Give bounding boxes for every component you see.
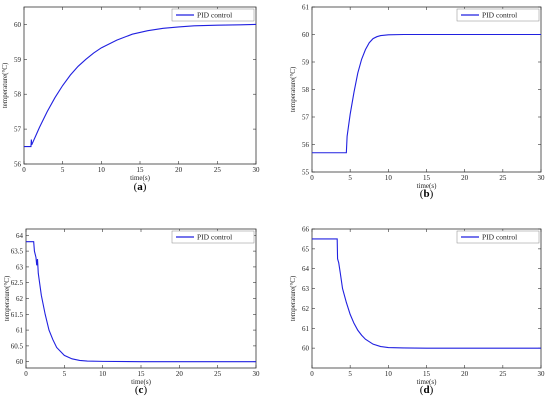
x-tick-label: 5 [63, 370, 67, 378]
y-tick-label: 55 [302, 169, 310, 177]
x-axis-label: time(s) [131, 378, 151, 386]
y-axis-label: temperature(°C) [3, 275, 11, 321]
y-tick-label: 56 [302, 141, 310, 149]
legend-box [171, 8, 255, 22]
y-tick-label: 66 [302, 226, 310, 234]
x-tick-label: 25 [499, 370, 507, 378]
y-tick-label: 56 [14, 161, 22, 169]
subfigure-caption: (a) [134, 181, 147, 193]
x-tick-label: 30 [253, 166, 261, 174]
legend-box [171, 230, 255, 244]
y-tick-label: 62 [16, 295, 24, 303]
y-axis-label: temperature(°C) [289, 275, 297, 321]
x-tick-label: 10 [385, 174, 393, 182]
y-tick-label: 59 [14, 56, 22, 64]
y-tick-label: 58 [14, 91, 22, 99]
subfigure-caption: (d) [420, 384, 434, 396]
y-tick-label: 64 [302, 265, 310, 273]
x-tick-label: 5 [61, 166, 65, 174]
x-axis-label: time(s) [417, 378, 437, 386]
y-axis-label: temperature(°C) [1, 62, 9, 108]
legend-label: PID control [482, 233, 517, 242]
legend-label: PID control [482, 11, 517, 20]
chart-a: 0 5 10 15 20 25 30 56 57 58 59 60 time(s) temperature… [1, 6, 261, 193]
subfigure-caption-label: c [139, 384, 144, 396]
series-line-pid-control [24, 23, 257, 148]
y-tick-label: 60 [14, 21, 22, 29]
subfigure-caption-label: d [423, 384, 429, 396]
x-tick-label: 15 [138, 370, 146, 378]
x-tick-label: 30 [253, 370, 261, 378]
legend-box [456, 230, 540, 244]
legend-box [456, 8, 540, 22]
x-tick-label: 25 [214, 166, 222, 174]
subfigure-caption: (c) [135, 384, 148, 396]
series-line-pid-control [312, 238, 541, 349]
x-tick-label: 15 [423, 174, 431, 182]
y-tick-label: 63 [16, 263, 24, 271]
y-tick-label: 61 [16, 327, 24, 335]
legend-label: PID control [197, 233, 232, 242]
x-tick-label: 30 [538, 370, 546, 378]
y-tick-label: 61 [302, 4, 310, 12]
x-tick-label: 15 [137, 166, 145, 174]
x-tick-label: 15 [423, 370, 431, 378]
x-tick-label: 0 [310, 370, 314, 378]
y-tick-label: 65 [302, 245, 310, 253]
y-tick-label: 58 [302, 86, 310, 94]
x-tick-label: 30 [538, 174, 546, 182]
y-tick-label: 63 [302, 285, 310, 293]
x-axis-label: time(s) [130, 174, 150, 182]
y-tick-label: 61.5 [11, 311, 24, 319]
y-tick-label: 63.5 [11, 248, 24, 256]
y-tick-label: 57 [14, 126, 22, 134]
x-tick-label: 20 [461, 174, 469, 182]
x-tick-label: 10 [99, 370, 107, 378]
legend-label: PID control [197, 11, 232, 20]
y-tick-label: 64 [16, 232, 24, 240]
x-tick-label: 10 [98, 166, 106, 174]
plot-frame [311, 228, 542, 369]
y-tick-label: 62 [302, 305, 310, 313]
series-line-pid-control [26, 241, 256, 363]
y-tick-label: 61 [302, 325, 310, 333]
chart-b: 0 5 10 15 20 25 30 55 56 57 58 59 60 61 time(s) tempera… [289, 4, 545, 201]
y-tick-label: 59 [302, 59, 310, 67]
x-tick-label: 0 [24, 370, 28, 378]
y-tick-label: 60 [302, 31, 310, 39]
subfigure-caption: (b) [420, 188, 434, 200]
x-tick-label: 5 [348, 370, 352, 378]
plot-frame [25, 228, 257, 369]
x-axis-label: time(s) [417, 182, 437, 190]
y-tick-label: 60 [16, 358, 24, 366]
x-tick-label: 0 [310, 174, 314, 182]
subfigure-caption-label: a [137, 181, 143, 193]
chart-c: 0 5 10 15 20 25 30 60 60.5 61 61.5 62 62.5 63 63.5 64 ti… [3, 228, 261, 396]
x-tick-label: 5 [348, 174, 352, 182]
x-tick-label: 10 [385, 370, 393, 378]
x-tick-label: 25 [214, 370, 222, 378]
series-line-pid-control [312, 33, 541, 154]
y-tick-label: 57 [302, 114, 310, 122]
x-tick-label: 20 [175, 166, 183, 174]
y-tick-label: 60.5 [11, 342, 24, 350]
y-tick-label: 62.5 [11, 279, 24, 287]
y-tick-label: 60 [302, 345, 310, 353]
x-tick-label: 0 [22, 166, 26, 174]
x-tick-label: 20 [176, 370, 184, 378]
chart-d: 0 5 10 15 20 25 30 60 61 62 63 64 65 66 time(s) tempera… [289, 226, 545, 397]
x-tick-label: 20 [461, 370, 469, 378]
y-axis-label: temperature(°C) [289, 66, 297, 112]
subfigure-caption-label: b [423, 188, 429, 200]
x-tick-label: 25 [499, 174, 507, 182]
plot-frame [23, 6, 257, 165]
